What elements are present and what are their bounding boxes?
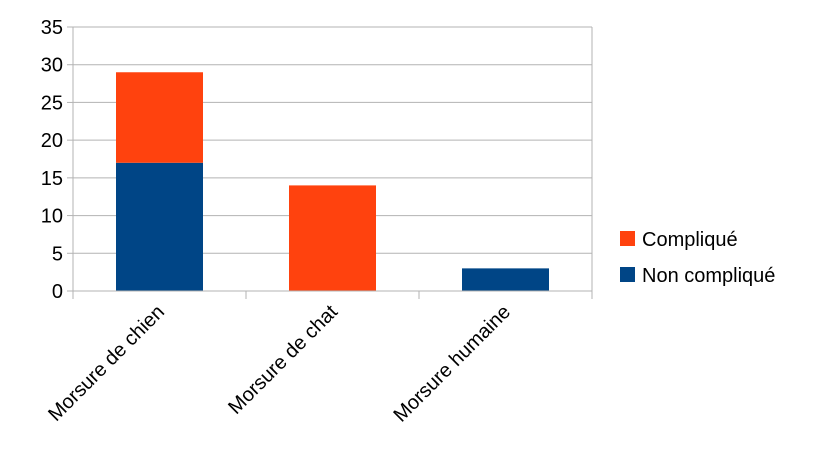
legend-label: Compliqué [642, 229, 738, 251]
y-tick-label: 10 [41, 206, 63, 228]
x-tick-label: Morsure humaine [389, 301, 515, 427]
y-tick-label: 15 [41, 168, 63, 190]
axes [67, 26, 593, 299]
y-tick-label: 0 [52, 281, 63, 303]
bars [116, 72, 549, 291]
legend-swatch [620, 267, 635, 282]
x-tick-label: Morsure de chien [44, 301, 169, 426]
bar-segment [116, 72, 203, 163]
bar-segment [116, 162, 203, 291]
y-tick-label: 20 [41, 130, 63, 152]
legend-label: Non compliqué [642, 265, 775, 287]
y-tick-label: 5 [52, 243, 63, 265]
legend: Compliqué Non compliqué [620, 229, 775, 287]
y-tick-labels: 0 5 10 15 20 25 30 35 [41, 17, 63, 303]
y-tick-label: 35 [41, 17, 63, 39]
x-tick-label: Morsure de chat [224, 301, 342, 419]
bar-segment [462, 268, 549, 291]
x-tick-labels: Morsure de chien Morsure de chat Morsure h… [44, 301, 515, 427]
bar-segment [289, 185, 376, 291]
y-tick-label: 30 [41, 55, 63, 77]
legend-swatch [620, 231, 635, 246]
y-tick-label: 25 [41, 92, 63, 114]
